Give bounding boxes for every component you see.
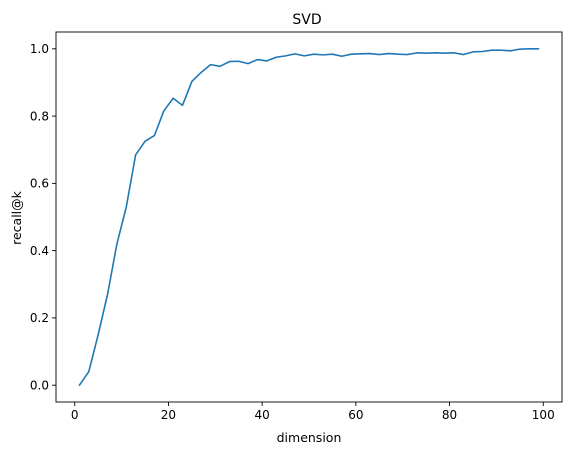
data-point [247,62,250,65]
data-point [134,153,137,156]
x-tick-label: 0 [71,408,79,422]
data-point [228,60,231,63]
data-point [265,59,268,62]
plot-area-border [55,31,563,403]
data-point [284,54,287,57]
data-point [462,53,465,56]
y-tick-label: 0.8 [30,109,49,123]
chart-title: SVD [292,12,321,28]
x-tick-label: 40 [255,408,270,422]
data-point [415,51,418,54]
data-point [312,53,315,56]
x-tick-label: 20 [161,408,176,422]
plot-frame [55,31,563,403]
data-point [509,49,512,52]
y-tick-label: 0.6 [30,177,49,191]
data-point [237,60,240,63]
data-point [87,370,90,373]
data-point [190,80,193,83]
y-tick-label: 1.0 [30,42,49,56]
data-point [490,49,493,52]
data-point [340,55,343,58]
y-axis-ticks: 0.0 0.2 0.4 0.6 0.8 1.0 [30,42,56,392]
data-point [256,58,259,61]
x-tick-label: 80 [442,408,457,422]
data-point [78,384,81,387]
data-point [350,53,353,56]
y-tick-label: 0.2 [30,311,49,325]
x-tick-label: 100 [532,408,555,422]
data-point [115,242,118,245]
data-point [537,47,540,50]
data-point [275,56,278,59]
data-point [144,140,147,143]
data-point [303,54,306,57]
data-point [387,52,390,55]
x-axis-label: dimension [277,430,342,445]
data-point [172,97,175,100]
series-layer [78,47,540,387]
data-point [528,47,531,50]
data-point [293,52,296,55]
y-tick-label: 0.4 [30,244,49,258]
series-line [78,48,540,386]
data-point [518,48,521,51]
data-point [97,333,100,336]
data-point [218,65,221,68]
data-point [181,104,184,107]
data-point [125,205,128,208]
data-point [200,71,203,74]
data-point [453,51,456,54]
data-point [162,110,165,113]
data-point [153,134,156,137]
data-point [406,53,409,56]
data-point [322,53,325,56]
data-point [378,53,381,56]
y-axis-label: recall@k [9,190,24,245]
data-point [368,52,371,55]
x-axis-ticks: 0 20 40 60 80 100 [71,402,555,422]
data-point [359,52,362,55]
data-point [397,53,400,56]
data-point [500,49,503,52]
data-point [425,52,428,55]
x-tick-label: 60 [348,408,363,422]
data-point [331,53,334,56]
data-point [106,293,109,296]
data-point [471,50,474,53]
data-point [434,51,437,54]
data-point [481,50,484,53]
data-point [443,52,446,55]
data-point [209,63,212,66]
y-tick-label: 0.0 [30,378,49,392]
